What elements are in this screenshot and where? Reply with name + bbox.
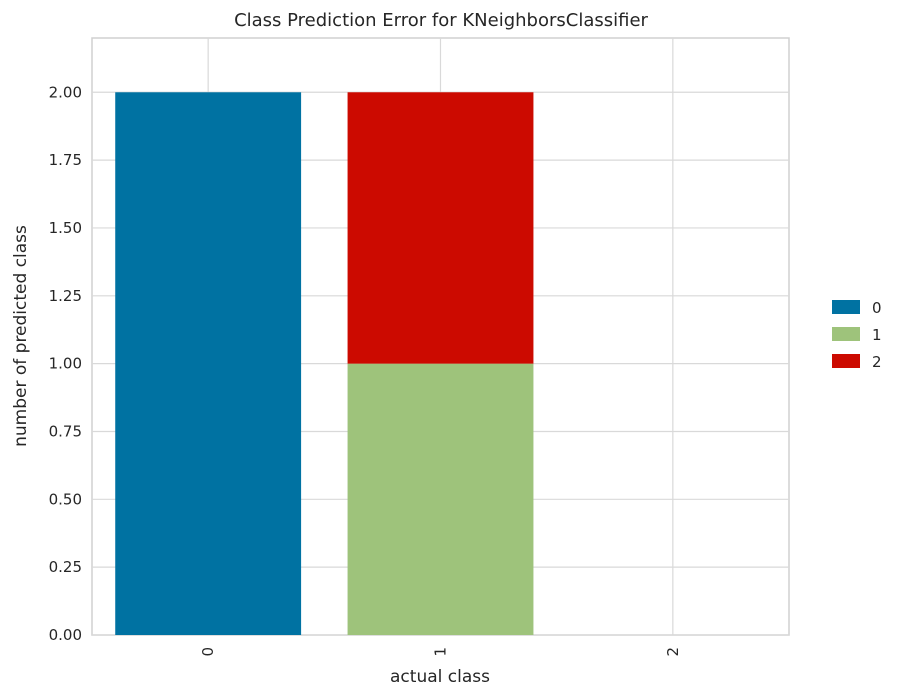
y-tick-label: 2.00	[49, 83, 82, 101]
x-tick-label: 2	[664, 647, 682, 657]
bar-class-1-pred-2	[347, 92, 534, 364]
legend-swatch	[832, 327, 860, 341]
y-tick-label: 0.50	[49, 490, 82, 508]
y-tick-label: 0.00	[49, 626, 82, 644]
legend: 0 1 2	[832, 299, 882, 371]
x-axis-ticks: 0 1 2	[199, 647, 682, 657]
bars	[115, 92, 534, 636]
y-tick-label: 1.25	[49, 287, 82, 305]
legend-label: 0	[872, 299, 882, 317]
y-tick-label: 0.25	[49, 558, 82, 576]
bar-class-0-pred-0	[115, 92, 302, 636]
legend-swatch	[832, 354, 860, 368]
x-tick-label: 0	[199, 647, 217, 657]
legend-label: 1	[872, 326, 882, 344]
chart-title: Class Prediction Error for KNeighborsCla…	[234, 10, 648, 31]
y-tick-label: 1.00	[49, 355, 82, 373]
legend-swatch	[832, 300, 860, 314]
plot-area	[91, 37, 790, 636]
legend-label: 2	[872, 353, 882, 371]
y-tick-label: 0.75	[49, 422, 82, 440]
y-axis-ticks: 0.00 0.25 0.50 0.75 1.00 1.25 1.50 1.75 2.00	[49, 83, 82, 644]
y-tick-label: 1.75	[49, 151, 82, 169]
bar-class-1-pred-1	[347, 363, 534, 635]
x-tick-label: 1	[432, 647, 450, 657]
y-tick-label: 1.50	[49, 219, 82, 237]
x-axis-label: actual class	[390, 667, 490, 687]
y-axis-label: number of predicted class	[11, 225, 31, 447]
